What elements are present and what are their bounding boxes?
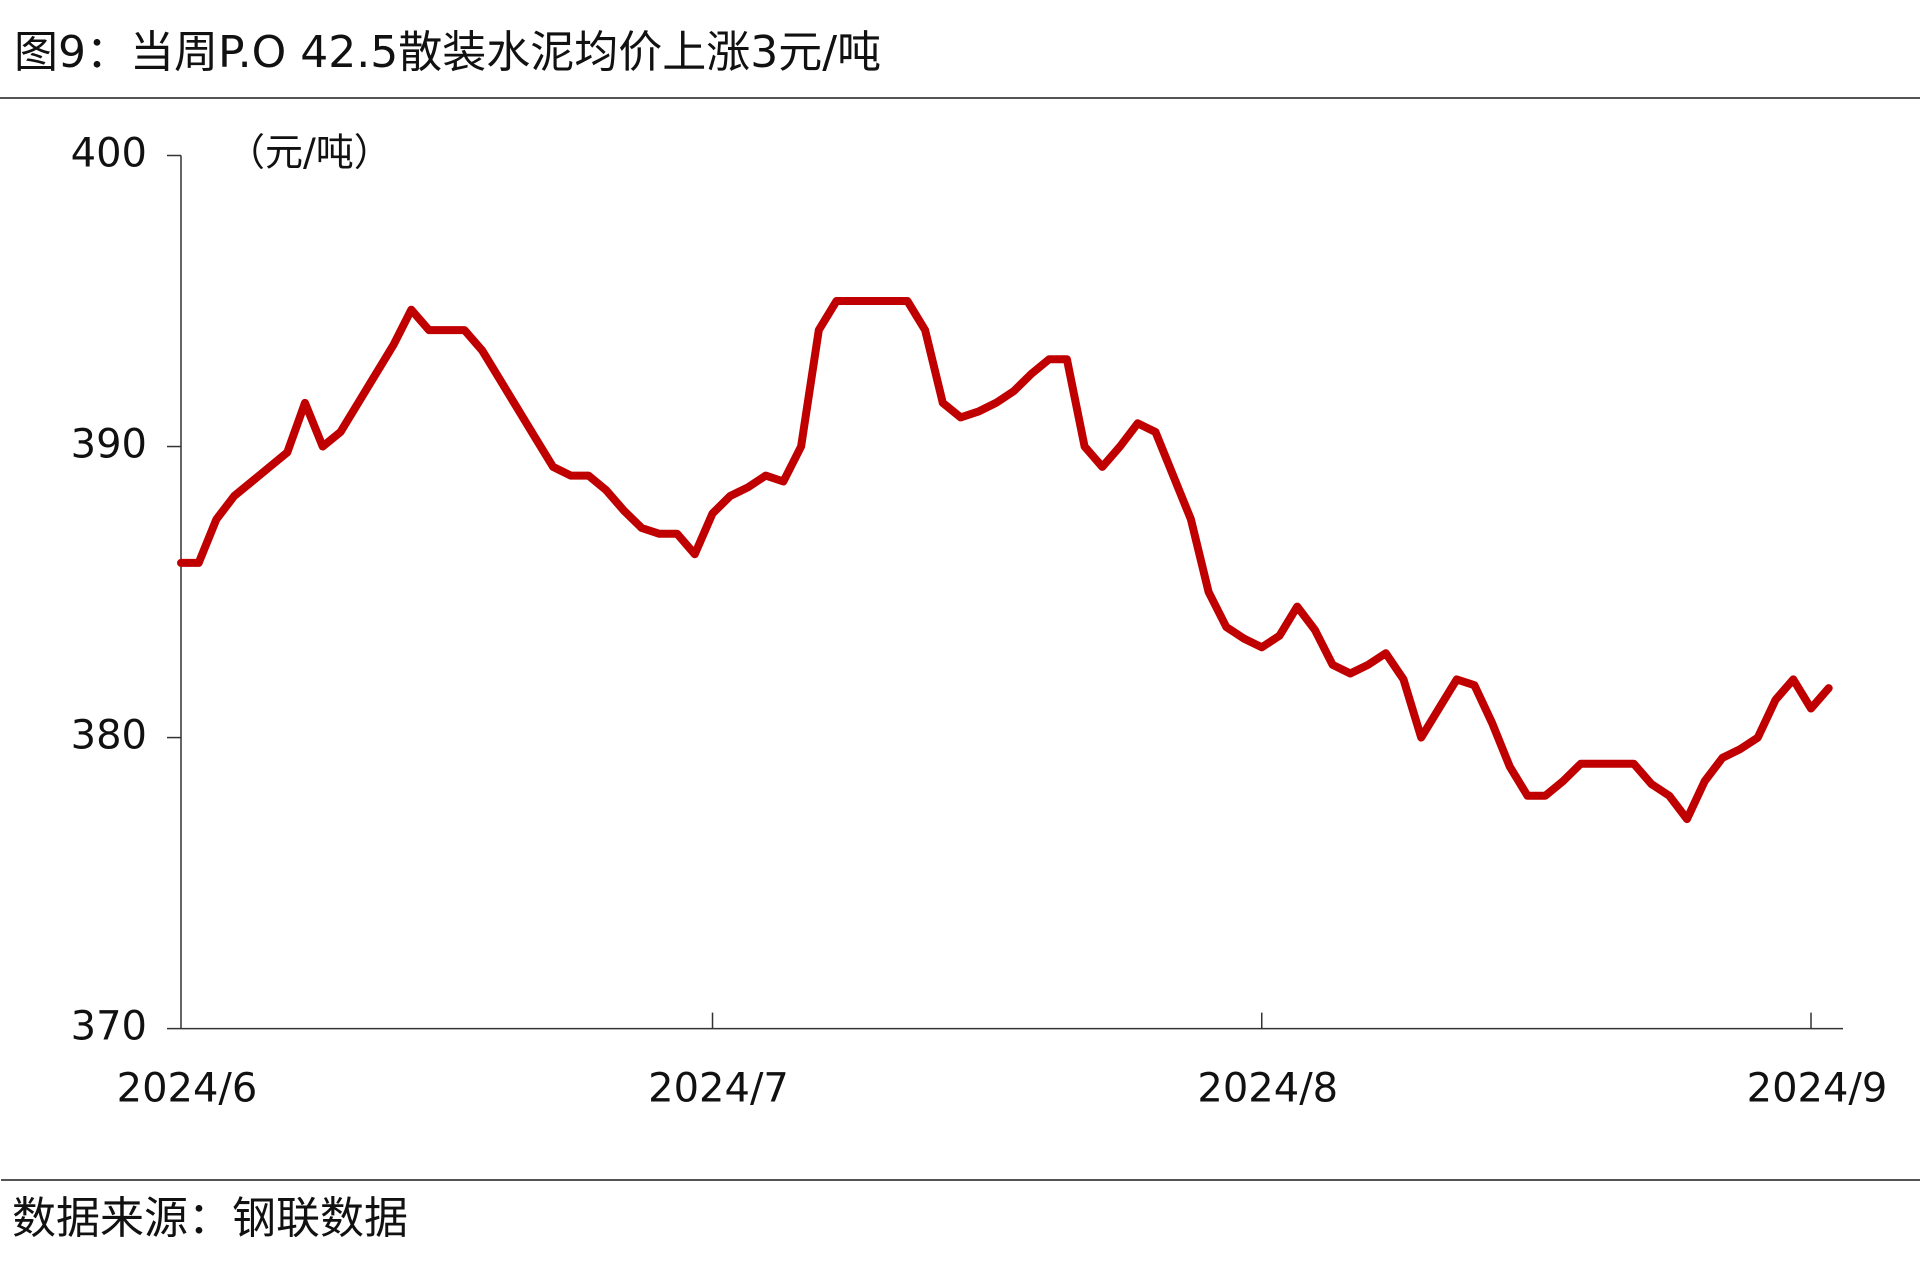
y-tick-label: 370 (71, 1004, 147, 1050)
y-tick-label: 390 (71, 422, 147, 468)
x-tick-label: 2024/6 (117, 1066, 258, 1112)
y-axis-unit: （元/吨） (227, 131, 392, 175)
y-tick-label: 400 (71, 131, 147, 177)
x-tick-label: 2024/8 (1197, 1066, 1338, 1112)
y-tick-label: 380 (71, 713, 147, 759)
data-line (177, 297, 1833, 824)
chart-title: 图9：当周P.O 42.5散装水泥均价上涨3元/吨 (14, 27, 881, 78)
source-note: 数据来源：钢联数据 (12, 1193, 408, 1244)
x-tick-label: 2024/7 (648, 1066, 789, 1112)
x-tick-label: 2024/9 (1747, 1066, 1888, 1112)
